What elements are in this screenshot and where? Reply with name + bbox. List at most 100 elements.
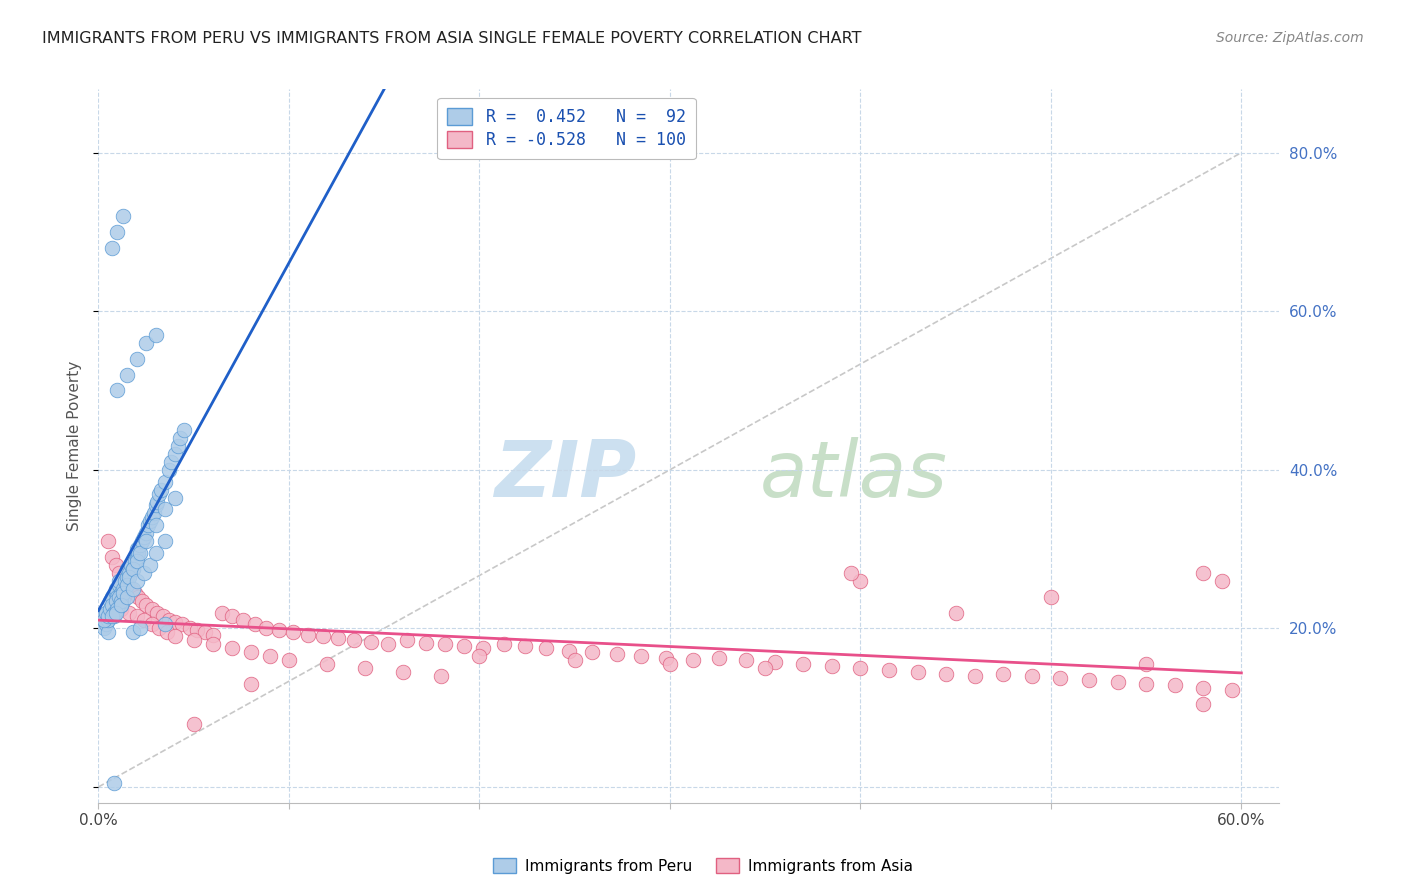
Point bbox=[125, 351, 148, 366]
Point bbox=[277, 653, 299, 667]
Point bbox=[152, 609, 174, 624]
Point bbox=[157, 614, 180, 628]
Point bbox=[1192, 566, 1215, 580]
Point bbox=[135, 335, 157, 350]
Point bbox=[136, 518, 159, 533]
Point bbox=[172, 617, 194, 632]
Point bbox=[907, 665, 929, 679]
Point bbox=[183, 716, 205, 731]
Text: ZIP: ZIP bbox=[494, 436, 636, 513]
Point bbox=[1220, 683, 1243, 698]
Point bbox=[243, 617, 266, 632]
Point bbox=[839, 566, 862, 580]
Point bbox=[100, 549, 122, 564]
Point bbox=[129, 621, 152, 635]
Point bbox=[157, 463, 180, 477]
Point bbox=[513, 639, 536, 653]
Point bbox=[360, 635, 382, 649]
Point bbox=[239, 677, 262, 691]
Point bbox=[100, 609, 122, 624]
Text: IMMIGRANTS FROM PERU VS IMMIGRANTS FROM ASIA SINGLE FEMALE POVERTY CORRELATION C: IMMIGRANTS FROM PERU VS IMMIGRANTS FROM … bbox=[42, 31, 862, 46]
Point bbox=[141, 601, 163, 615]
Point bbox=[993, 667, 1015, 681]
Point bbox=[120, 582, 142, 596]
Point bbox=[107, 601, 129, 615]
Point bbox=[935, 666, 957, 681]
Point bbox=[201, 628, 224, 642]
Point bbox=[735, 653, 758, 667]
Point bbox=[354, 661, 377, 675]
Point bbox=[124, 585, 146, 599]
Point bbox=[145, 328, 167, 343]
Point bbox=[173, 423, 195, 437]
Point bbox=[312, 629, 335, 643]
Point bbox=[142, 507, 165, 521]
Point bbox=[118, 606, 141, 620]
Point bbox=[98, 593, 121, 607]
Point bbox=[125, 549, 148, 564]
Point bbox=[163, 447, 186, 461]
Point bbox=[93, 621, 115, 635]
Point bbox=[754, 661, 776, 675]
Point bbox=[141, 617, 163, 632]
Point bbox=[146, 606, 169, 620]
Point bbox=[135, 526, 157, 541]
Point bbox=[153, 617, 176, 632]
Point bbox=[115, 590, 138, 604]
Point bbox=[107, 384, 129, 398]
Point bbox=[129, 538, 152, 552]
Point bbox=[269, 623, 291, 637]
Point bbox=[1078, 673, 1101, 687]
Point bbox=[110, 585, 132, 599]
Point bbox=[115, 578, 138, 592]
Point bbox=[108, 566, 131, 580]
Point bbox=[763, 655, 786, 669]
Point bbox=[127, 546, 149, 560]
Point bbox=[1135, 677, 1157, 691]
Point bbox=[110, 601, 132, 615]
Point bbox=[120, 558, 142, 572]
Text: atlas: atlas bbox=[759, 436, 948, 513]
Text: Source: ZipAtlas.com: Source: ZipAtlas.com bbox=[1216, 31, 1364, 45]
Point bbox=[118, 570, 141, 584]
Point bbox=[259, 649, 281, 664]
Point bbox=[97, 614, 120, 628]
Point bbox=[98, 601, 121, 615]
Point bbox=[94, 606, 117, 620]
Point bbox=[93, 614, 115, 628]
Point bbox=[121, 562, 143, 576]
Point bbox=[153, 502, 176, 516]
Legend: Immigrants from Peru, Immigrants from Asia: Immigrants from Peru, Immigrants from As… bbox=[488, 852, 918, 880]
Legend: R =  0.452   N =  92, R = -0.528   N = 100: R = 0.452 N = 92, R = -0.528 N = 100 bbox=[437, 97, 696, 159]
Point bbox=[134, 530, 156, 544]
Point bbox=[107, 601, 129, 615]
Point bbox=[104, 585, 127, 599]
Point bbox=[104, 558, 127, 572]
Point bbox=[468, 649, 491, 664]
Point bbox=[100, 590, 122, 604]
Point bbox=[107, 225, 129, 239]
Point bbox=[558, 643, 581, 657]
Point bbox=[430, 669, 453, 683]
Point bbox=[211, 606, 233, 620]
Point bbox=[1021, 669, 1043, 683]
Point bbox=[877, 663, 900, 677]
Point bbox=[100, 241, 122, 255]
Point bbox=[121, 582, 143, 596]
Point bbox=[103, 598, 125, 612]
Point bbox=[606, 647, 628, 661]
Point bbox=[114, 574, 136, 588]
Point bbox=[453, 639, 475, 653]
Point bbox=[134, 566, 156, 580]
Point bbox=[1039, 590, 1062, 604]
Point bbox=[131, 593, 153, 607]
Point bbox=[103, 606, 125, 620]
Point bbox=[94, 617, 117, 632]
Point bbox=[125, 542, 148, 557]
Point bbox=[150, 483, 173, 497]
Point bbox=[179, 621, 201, 635]
Point bbox=[1049, 671, 1071, 685]
Point bbox=[104, 606, 127, 620]
Point bbox=[135, 534, 157, 549]
Point bbox=[112, 593, 135, 607]
